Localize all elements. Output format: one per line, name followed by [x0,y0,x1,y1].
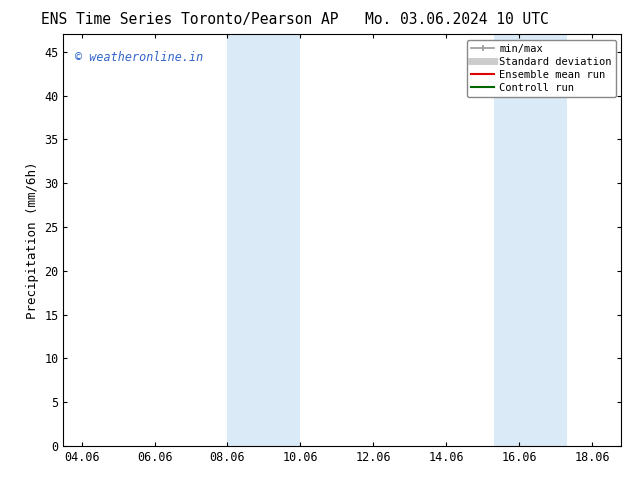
Legend: min/max, Standard deviation, Ensemble mean run, Controll run: min/max, Standard deviation, Ensemble me… [467,40,616,97]
Text: © weatheronline.in: © weatheronline.in [75,51,203,64]
Text: Mo. 03.06.2024 10 UTC: Mo. 03.06.2024 10 UTC [365,12,548,27]
Y-axis label: Precipitation (mm/6h): Precipitation (mm/6h) [26,161,39,319]
Bar [494,34,567,446]
Bar [228,34,301,446]
Text: ENS Time Series Toronto/Pearson AP: ENS Time Series Toronto/Pearson AP [41,12,339,27]
